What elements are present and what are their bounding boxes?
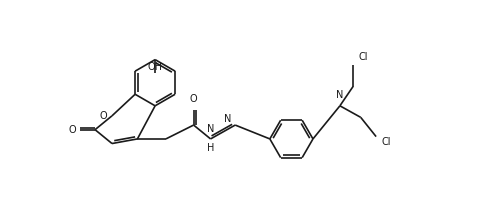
Text: O: O bbox=[190, 94, 198, 104]
Text: N: N bbox=[224, 114, 232, 124]
Text: O: O bbox=[100, 111, 107, 121]
Text: H: H bbox=[207, 143, 214, 153]
Text: Cl: Cl bbox=[358, 52, 368, 62]
Text: O: O bbox=[68, 125, 76, 135]
Text: OH: OH bbox=[148, 62, 163, 72]
Text: Cl: Cl bbox=[382, 137, 391, 147]
Text: N: N bbox=[207, 124, 214, 134]
Text: N: N bbox=[336, 90, 344, 100]
